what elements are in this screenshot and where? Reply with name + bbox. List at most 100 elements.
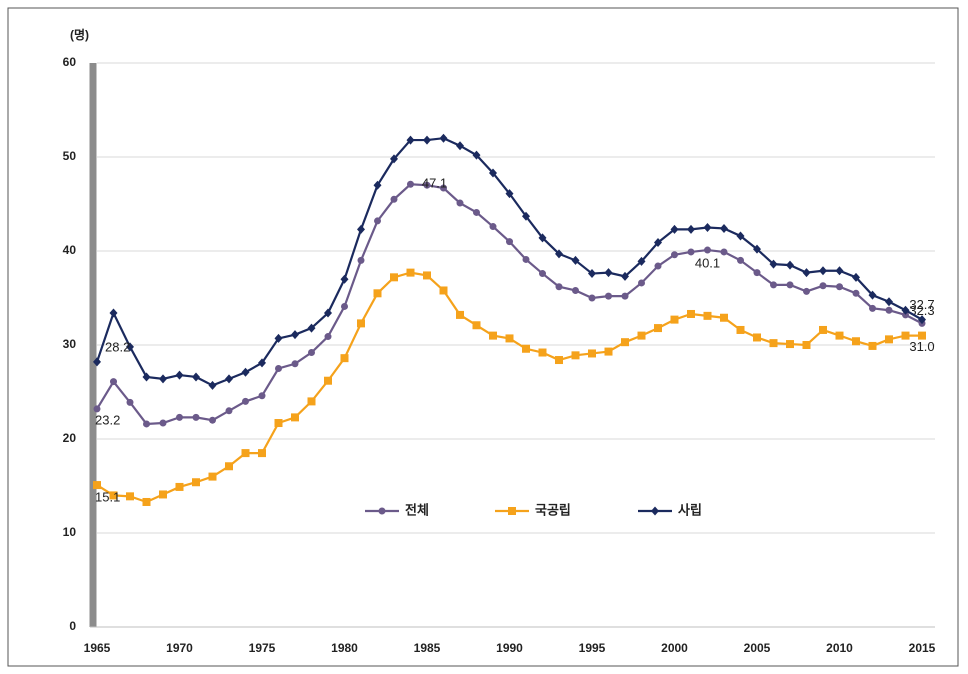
point	[357, 224, 365, 234]
x-tick-label: 1965	[84, 641, 111, 655]
point	[192, 372, 200, 382]
point	[423, 135, 431, 145]
point	[704, 246, 711, 254]
series-line	[96, 271, 922, 504]
point	[753, 244, 761, 254]
point	[472, 321, 481, 330]
x-tick-label: 2005	[744, 641, 771, 655]
point	[868, 290, 877, 300]
point	[687, 309, 695, 318]
point	[835, 331, 844, 340]
point	[489, 331, 497, 340]
y-tick-label: 0	[69, 619, 76, 633]
x-tick-label: 2000	[661, 641, 688, 655]
point	[93, 481, 101, 490]
point	[159, 419, 167, 427]
point	[555, 356, 563, 365]
point	[208, 380, 217, 390]
point	[803, 287, 810, 295]
point	[802, 268, 811, 278]
point	[852, 272, 860, 282]
point	[258, 358, 266, 368]
point	[737, 256, 744, 264]
point	[473, 208, 480, 216]
data-label: 15.1	[95, 489, 120, 504]
point	[109, 308, 118, 318]
point	[406, 135, 415, 145]
series-line	[96, 183, 923, 426]
point	[720, 313, 728, 322]
point	[604, 268, 613, 278]
point	[885, 297, 893, 307]
point	[373, 289, 382, 298]
point	[654, 238, 662, 248]
legend-label: 국공립	[535, 502, 571, 517]
point	[885, 306, 893, 314]
x-tick-label: 1975	[249, 641, 276, 655]
legend-marker	[651, 506, 659, 516]
data-label: 23.2	[95, 412, 120, 427]
point	[274, 419, 283, 428]
point	[175, 370, 184, 380]
y-tick-label: 20	[63, 431, 77, 445]
point	[786, 260, 794, 270]
point	[555, 283, 563, 291]
point	[571, 255, 580, 265]
data-label: 40.1	[695, 255, 720, 270]
point	[769, 259, 778, 269]
point	[819, 325, 827, 334]
y-tick-label: 60	[63, 55, 77, 69]
point	[373, 180, 382, 190]
point	[241, 449, 250, 458]
point	[93, 357, 101, 367]
data-label: 47.1	[422, 176, 447, 191]
point	[572, 286, 579, 294]
point	[720, 248, 728, 256]
x-tick-label: 1995	[579, 641, 606, 655]
point	[769, 339, 778, 348]
point	[456, 310, 464, 319]
point	[605, 292, 612, 300]
point	[753, 269, 761, 277]
point	[885, 335, 893, 344]
point	[242, 397, 249, 405]
point	[604, 347, 613, 356]
point	[109, 491, 118, 500]
point	[143, 420, 150, 428]
point	[341, 302, 348, 310]
point	[390, 195, 398, 203]
x-tick-label: 2015	[909, 641, 936, 655]
x-tick-label: 2010	[826, 641, 853, 655]
legend-label: 전체	[405, 502, 429, 517]
legend-marker	[508, 507, 516, 515]
point	[588, 269, 596, 279]
point	[538, 233, 547, 243]
point	[209, 416, 216, 424]
point	[423, 271, 431, 280]
point	[703, 223, 712, 232]
point	[456, 141, 464, 151]
point	[390, 154, 398, 164]
point	[637, 256, 646, 266]
point	[439, 133, 448, 143]
point	[472, 150, 481, 160]
point	[869, 304, 876, 312]
point	[522, 211, 530, 221]
y-tick-label: 30	[63, 337, 77, 351]
series-line	[95, 137, 923, 387]
point	[539, 270, 546, 278]
point	[93, 405, 101, 413]
point	[175, 482, 184, 491]
y-tick-label: 10	[63, 525, 77, 539]
y-tick-label: 40	[63, 243, 77, 257]
point	[126, 342, 134, 352]
point	[918, 331, 926, 340]
point	[555, 249, 563, 259]
point	[836, 283, 843, 291]
x-tick-label: 1980	[331, 641, 358, 655]
point	[902, 311, 909, 319]
frame	[7, 7, 959, 667]
point	[340, 354, 349, 363]
point	[357, 256, 365, 264]
